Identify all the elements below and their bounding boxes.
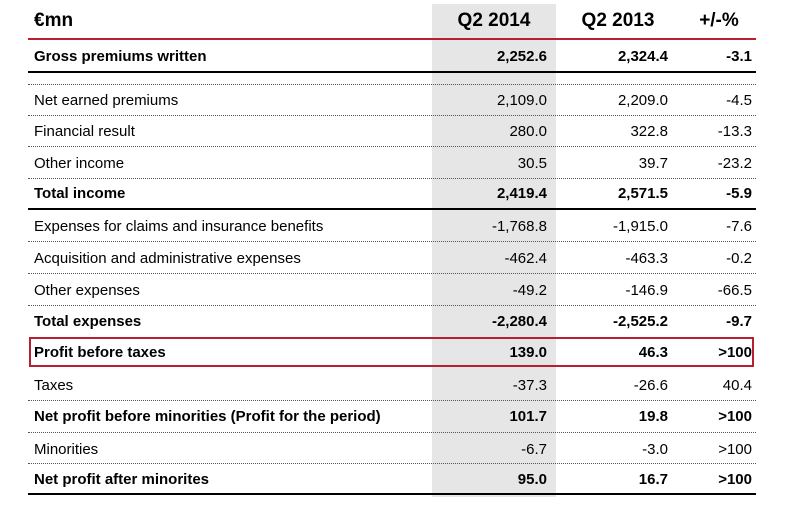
value-change: >100 (718, 343, 752, 361)
value-q2014: 139.0 (509, 343, 547, 361)
row-label: Total income (34, 184, 126, 202)
unit-label: €mn (34, 10, 74, 31)
row-label: Net profit after minorites (34, 470, 210, 488)
value-change: -7.6 (726, 217, 752, 235)
value-q2014: -6.7 (521, 440, 547, 458)
table-row: Expenses for claims and insurance benefi… (0, 211, 787, 241)
table-row: Taxes -37.3 -26.6 40.4 (0, 370, 787, 400)
row-label: Profit before taxes (34, 343, 166, 361)
value-q2013: 46.3 (638, 343, 668, 361)
profit-before-taxes-highlight (29, 337, 754, 367)
table-row: Net profit before minorities (Profit for… (0, 401, 787, 431)
value-q2013: 322.8 (630, 122, 668, 140)
value-q2014: 101.7 (509, 407, 547, 425)
value-q2013: -3.0 (642, 440, 668, 458)
value-q2013: -146.9 (625, 281, 668, 299)
value-q2013: -2,525.2 (612, 312, 668, 330)
value-change: -66.5 (717, 281, 752, 299)
row-divider (28, 273, 756, 274)
table-row: Other expenses -49.2 -146.9 -66.5 (0, 275, 787, 305)
table-row: Acquisition and administrative expenses … (0, 243, 787, 273)
value-q2014: 280.0 (509, 122, 547, 140)
value-change: >100 (718, 470, 752, 488)
value-change: -4.5 (726, 91, 752, 109)
value-q2013: 2,209.0 (617, 91, 668, 109)
bottom-rule (28, 493, 756, 495)
table-row: Net earned premiums 2,109.0 2,209.0 -4.5 (0, 85, 787, 115)
row-label: Acquisition and administrative expenses (34, 249, 301, 267)
separator-rule (28, 208, 756, 210)
row-label: Other income (34, 154, 125, 172)
row-label: Total expenses (34, 312, 142, 330)
value-q2014: -1,768.8 (491, 217, 547, 235)
value-q2014: 30.5 (517, 154, 547, 172)
value-q2013: 2,324.4 (617, 47, 668, 65)
row-divider (28, 115, 756, 116)
value-q2014: 2,252.6 (496, 47, 547, 65)
row-label: Other expenses (34, 281, 140, 299)
value-q2014: 95.0 (517, 470, 547, 488)
value-change: -3.1 (726, 47, 752, 65)
header-rule (28, 38, 756, 40)
value-q2013: 2,571.5 (617, 184, 668, 202)
table-row: Net profit after minorites 95.0 16.7 >10… (0, 464, 787, 494)
value-q2013: 19.8 (638, 407, 668, 425)
value-q2013: -26.6 (633, 376, 668, 394)
value-q2014: -462.4 (504, 249, 547, 267)
q2014-column-shading (432, 4, 556, 497)
table-row: Financial result 280.0 322.8 -13.3 (0, 116, 787, 146)
row-label: Net earned premiums (34, 91, 179, 109)
table-row: Total expenses -2,280.4 -2,525.2 -9.7 (0, 306, 787, 336)
table-row: Minorities -6.7 -3.0 >100 (0, 434, 787, 464)
value-q2014: -2,280.4 (491, 312, 547, 330)
row-divider (28, 463, 756, 464)
row-label: Taxes (34, 376, 74, 394)
value-change: >100 (718, 407, 752, 425)
value-change: -5.9 (726, 184, 752, 202)
row-divider (28, 400, 756, 401)
value-q2014: 2,419.4 (496, 184, 547, 202)
row-label: Net profit before minorities (Profit for… (34, 407, 381, 425)
value-change: -0.2 (726, 249, 752, 267)
row-divider (28, 178, 756, 179)
column-header-change: +/-% (699, 10, 739, 31)
column-header-q2-2013: Q2 2013 (581, 10, 655, 31)
value-q2014: -37.3 (512, 376, 547, 394)
value-q2013: 39.7 (638, 154, 668, 172)
value-q2014: -49.2 (512, 281, 547, 299)
row-divider (28, 146, 756, 147)
table-header: €mn Q2 2014 Q2 2013 +/-% (0, 6, 787, 36)
value-change: -13.3 (717, 122, 752, 140)
row-label: Minorities (34, 440, 99, 458)
table-row: Profit before taxes 139.0 46.3 >100 (0, 337, 787, 367)
column-header-q2-2014: Q2 2014 (457, 10, 531, 31)
table-row: Other income 30.5 39.7 -23.2 (0, 148, 787, 178)
value-change: 40.4 (722, 376, 752, 394)
table-row: Total income 2,419.4 2,571.5 -5.9 (0, 178, 787, 208)
value-q2014: 2,109.0 (496, 91, 547, 109)
row-label: Gross premiums written (34, 47, 207, 65)
row-divider (28, 432, 756, 433)
table-row: Gross premiums written 2,252.6 2,324.4 -… (0, 41, 787, 71)
value-change: -9.7 (726, 312, 752, 330)
row-divider (28, 84, 756, 85)
value-change: -23.2 (717, 154, 752, 172)
value-q2013: -463.3 (625, 249, 668, 267)
row-divider (28, 305, 756, 306)
value-q2013: -1,915.0 (612, 217, 668, 235)
separator-rule (28, 71, 756, 73)
value-change: >100 (718, 440, 752, 458)
value-q2013: 16.7 (638, 470, 668, 488)
row-divider (28, 241, 756, 242)
row-label: Financial result (34, 122, 135, 140)
row-label: Expenses for claims and insurance benefi… (34, 217, 324, 235)
